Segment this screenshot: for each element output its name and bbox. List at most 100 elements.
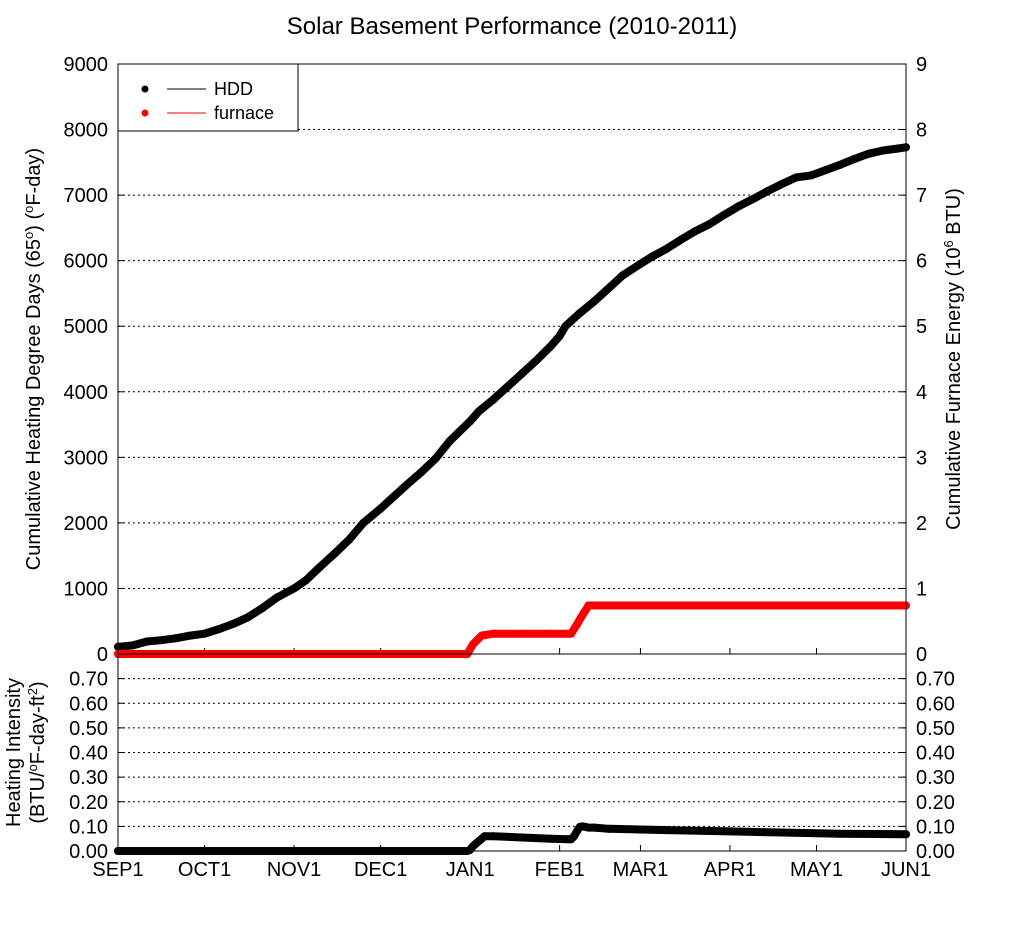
intensity-data-point [480, 832, 489, 841]
hdd-data-point [243, 613, 252, 622]
right-y-tick-label: 1 [916, 578, 927, 600]
hdd-data-point [725, 207, 734, 216]
hdd-data-point [376, 504, 385, 513]
intensity-data-point [518, 833, 527, 842]
hdd-data-point [344, 535, 353, 544]
bottom-right-y-tick-label: 0.70 [916, 669, 955, 691]
furnace-data-point [578, 610, 587, 619]
hdd-data-point [474, 407, 483, 416]
hdd-data-point [503, 382, 512, 391]
intensity-data-point [546, 834, 555, 843]
right-y-tick-label: 8 [916, 120, 927, 142]
x-tick-label: JUN1 [881, 859, 931, 881]
x-tick-label: MAY1 [790, 859, 843, 881]
furnace-data-point [604, 601, 613, 610]
hdd-data-point [157, 636, 166, 645]
bottom-left-y-tick-label: 0.30 [69, 767, 108, 789]
hdd-data-point [893, 144, 902, 153]
hdd-data-point [200, 629, 209, 638]
x-tick-label: MAR1 [613, 859, 669, 881]
hdd-data-point [359, 518, 368, 527]
hdd-data-point [647, 252, 656, 261]
x-tick-label: NOV1 [267, 859, 321, 881]
bottom-y-axis-label-line1-part: Heating Intensity [3, 678, 25, 827]
legend-furnace-marker [141, 109, 149, 117]
bottom-y-axis-label: Heating Intensity (BTU/oF-day-ft2) [3, 678, 49, 827]
hdd-data-point [171, 634, 180, 643]
bottom-y-axis-label-line2-part: o [25, 764, 40, 771]
hdd-data-point [575, 309, 584, 318]
furnace-data-point [777, 601, 786, 610]
left-y-tick-label: 5000 [64, 316, 109, 338]
hdd-data-point [186, 631, 195, 640]
x-tick-label: FEB1 [535, 859, 585, 881]
hdd-data-point [821, 166, 830, 175]
furnace-data-point [691, 601, 700, 610]
bottom-left-y-tick-label: 0.00 [69, 841, 108, 863]
right-y-axis-label-part: 6 [941, 240, 956, 247]
left-y-axis-label-part: o [21, 206, 36, 213]
bottom-right-y-tick-label: 0.60 [916, 693, 955, 715]
top-panel: 0 1000 2000 3000 4000 5000 6000 7000 8000 9000 0 1 2… [21, 54, 966, 666]
hdd-data-point [792, 173, 801, 182]
furnace-data-point [572, 620, 581, 629]
furnace-data-point [518, 629, 527, 638]
intensity-data-point [835, 829, 844, 838]
bottom-right-y-tick-label: 0.50 [916, 718, 955, 740]
hdd-data-point [864, 149, 873, 158]
hdd-data-point [316, 562, 325, 571]
intensity-data-point [604, 824, 613, 833]
hdd-data-point [445, 436, 454, 445]
bottom-right-y-tick-label: 0.20 [916, 792, 955, 814]
hdd-data-point [546, 341, 555, 350]
intensity-series-line [114, 822, 910, 855]
right-y-tick-label: 5 [916, 316, 927, 338]
bottom-left-y-tick-label: 0.50 [69, 718, 108, 740]
hdd-data-point [705, 219, 714, 228]
bottom-right-y-tick-label: 0.40 [916, 743, 955, 765]
x-tick-label: SEP1 [92, 859, 143, 881]
hdd-data-point [402, 480, 411, 489]
hdd-data-point [489, 395, 498, 404]
x-tick-label: DEC1 [354, 859, 407, 881]
legend-hdd-marker [141, 85, 149, 93]
left-y-axis-label: Cumulative Heating Degree Days (65o) (oF… [21, 148, 46, 570]
bottom-panel: 0.00 0.000.10 0.100.20 0.200.30 0.300.40 0.40… [3, 653, 955, 881]
bottom-right-y-tick-label: 0.10 [916, 816, 955, 838]
left-y-tick-label: 6000 [64, 251, 109, 273]
bottom-left-y-tick-label: 0.10 [69, 816, 108, 838]
intensity-data-point [584, 823, 593, 832]
left-y-axis-label-part: o [21, 232, 36, 239]
furnace-series-line [114, 601, 910, 658]
hdd-data-point [662, 244, 671, 253]
intensity-data-point [777, 828, 786, 837]
bottom-left-y-tick-label: 0.70 [69, 669, 108, 691]
left-y-tick-label: 4000 [64, 382, 109, 404]
hdd-data-point [850, 155, 859, 164]
left-y-tick-label: 9000 [64, 54, 109, 76]
bottom-right-y-tick-label: 0.00 [916, 841, 955, 863]
bottom-left-y-tick-label: 0.60 [69, 693, 108, 715]
hdd-data-point [555, 332, 564, 341]
furnace-data-point [477, 631, 486, 640]
bottom-y-axis-label-line2-part: 2 [25, 688, 40, 695]
left-y-tick-label: 0 [97, 644, 108, 666]
bottom-y-axis-label-line2-part: (BTU/ [27, 771, 49, 824]
right-y-tick-label: 6 [916, 251, 927, 273]
left-y-tick-label: 8000 [64, 120, 109, 142]
hdd-data-point [604, 284, 613, 293]
hdd-data-point [258, 604, 267, 613]
hdd-data-point [128, 641, 137, 650]
hdd-data-point [878, 146, 887, 155]
left-y-tick-label: 7000 [64, 185, 109, 207]
left-y-axis-label-part: Cumulative Heating Degree Days (65 [23, 239, 45, 570]
bottom-right-y-tick-label: 0.30 [916, 767, 955, 789]
chart-title: Solar Basement Performance (2010-2011) [287, 13, 737, 40]
right-y-tick-label: 4 [916, 382, 927, 404]
bottom-y-axis-label-line1: Heating Intensity [3, 678, 25, 827]
furnace-data-point [584, 601, 593, 610]
legend-box [117, 63, 299, 132]
bottom-y-axis-label-line2-part: ) [27, 681, 49, 688]
bottom-plot-frame [117, 653, 907, 852]
hdd-data-point [835, 160, 844, 169]
